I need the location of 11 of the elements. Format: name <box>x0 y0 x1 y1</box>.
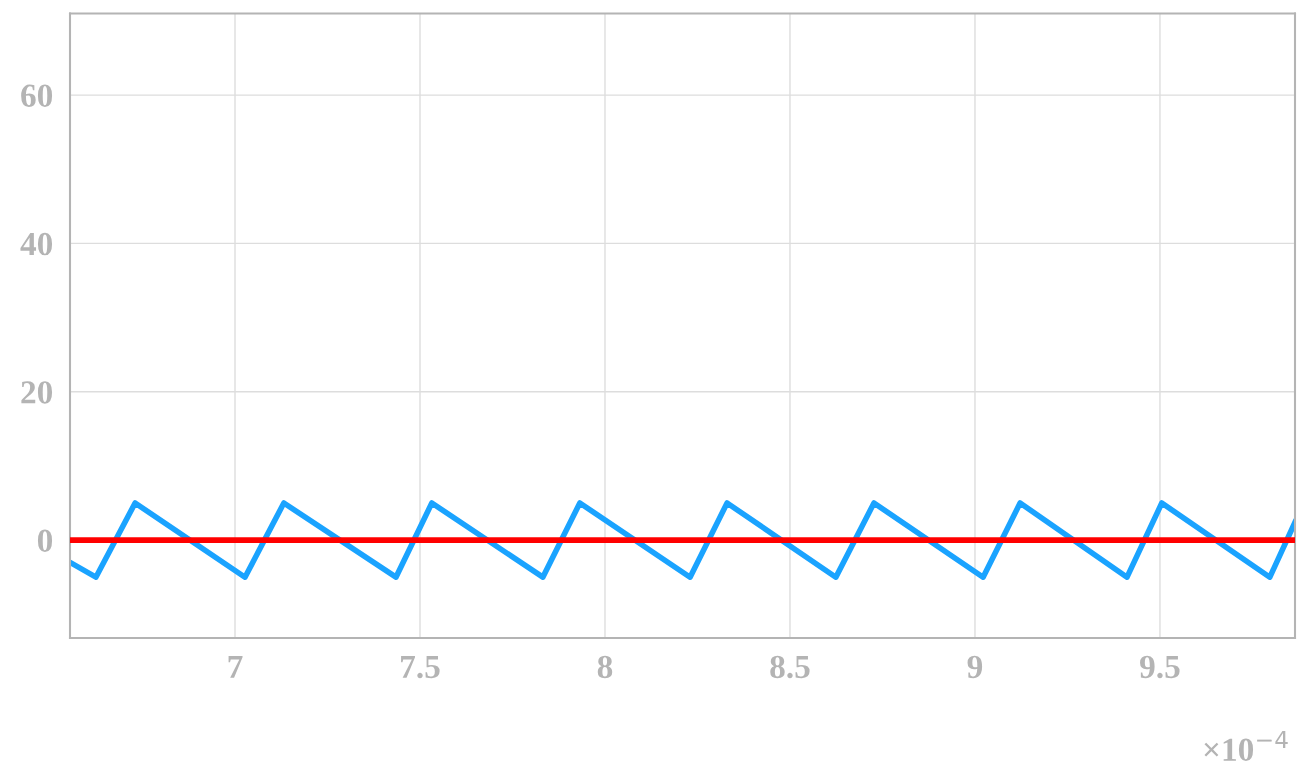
y-tick-label: 60 <box>21 84 53 107</box>
y-tick-label: 40 <box>20 232 53 256</box>
x-tick-label: 7.5 <box>401 655 440 679</box>
text: ×10$^{−4}$ <box>1204 730 1288 761</box>
x-tick-label: 7 <box>228 655 243 678</box>
y-tick-label: 20 <box>21 381 53 404</box>
x-tick-label: 8 <box>597 655 613 679</box>
x-tick-label: 9.5 <box>1140 655 1180 679</box>
y-tick-label: 0 <box>37 529 53 552</box>
x-tick-label: 9 <box>967 655 983 679</box>
x-tick-label: 8.5 <box>770 655 810 679</box>
